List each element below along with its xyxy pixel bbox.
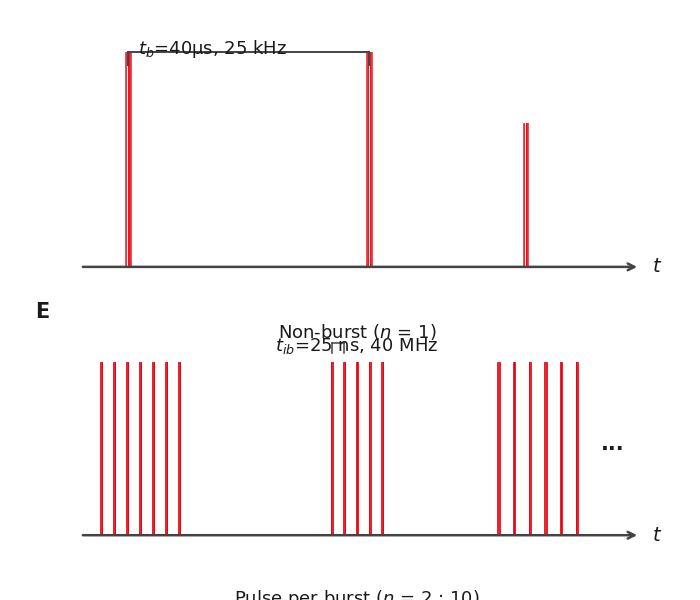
Text: $t_{ib}$=25 ns, 40 MHz: $t_{ib}$=25 ns, 40 MHz xyxy=(275,336,439,356)
Text: E: E xyxy=(35,302,49,322)
Text: Pulse per burst ($n$ = 2 : 10): Pulse per burst ($n$ = 2 : 10) xyxy=(234,588,480,600)
Text: $t_b$=40μs, 25 kHz: $t_b$=40μs, 25 kHz xyxy=(138,38,287,60)
Text: $t$: $t$ xyxy=(652,257,662,277)
Text: $t$: $t$ xyxy=(652,526,662,545)
Text: ...: ... xyxy=(601,434,624,454)
Text: Non-burst ($n$ = 1): Non-burst ($n$ = 1) xyxy=(278,322,436,342)
